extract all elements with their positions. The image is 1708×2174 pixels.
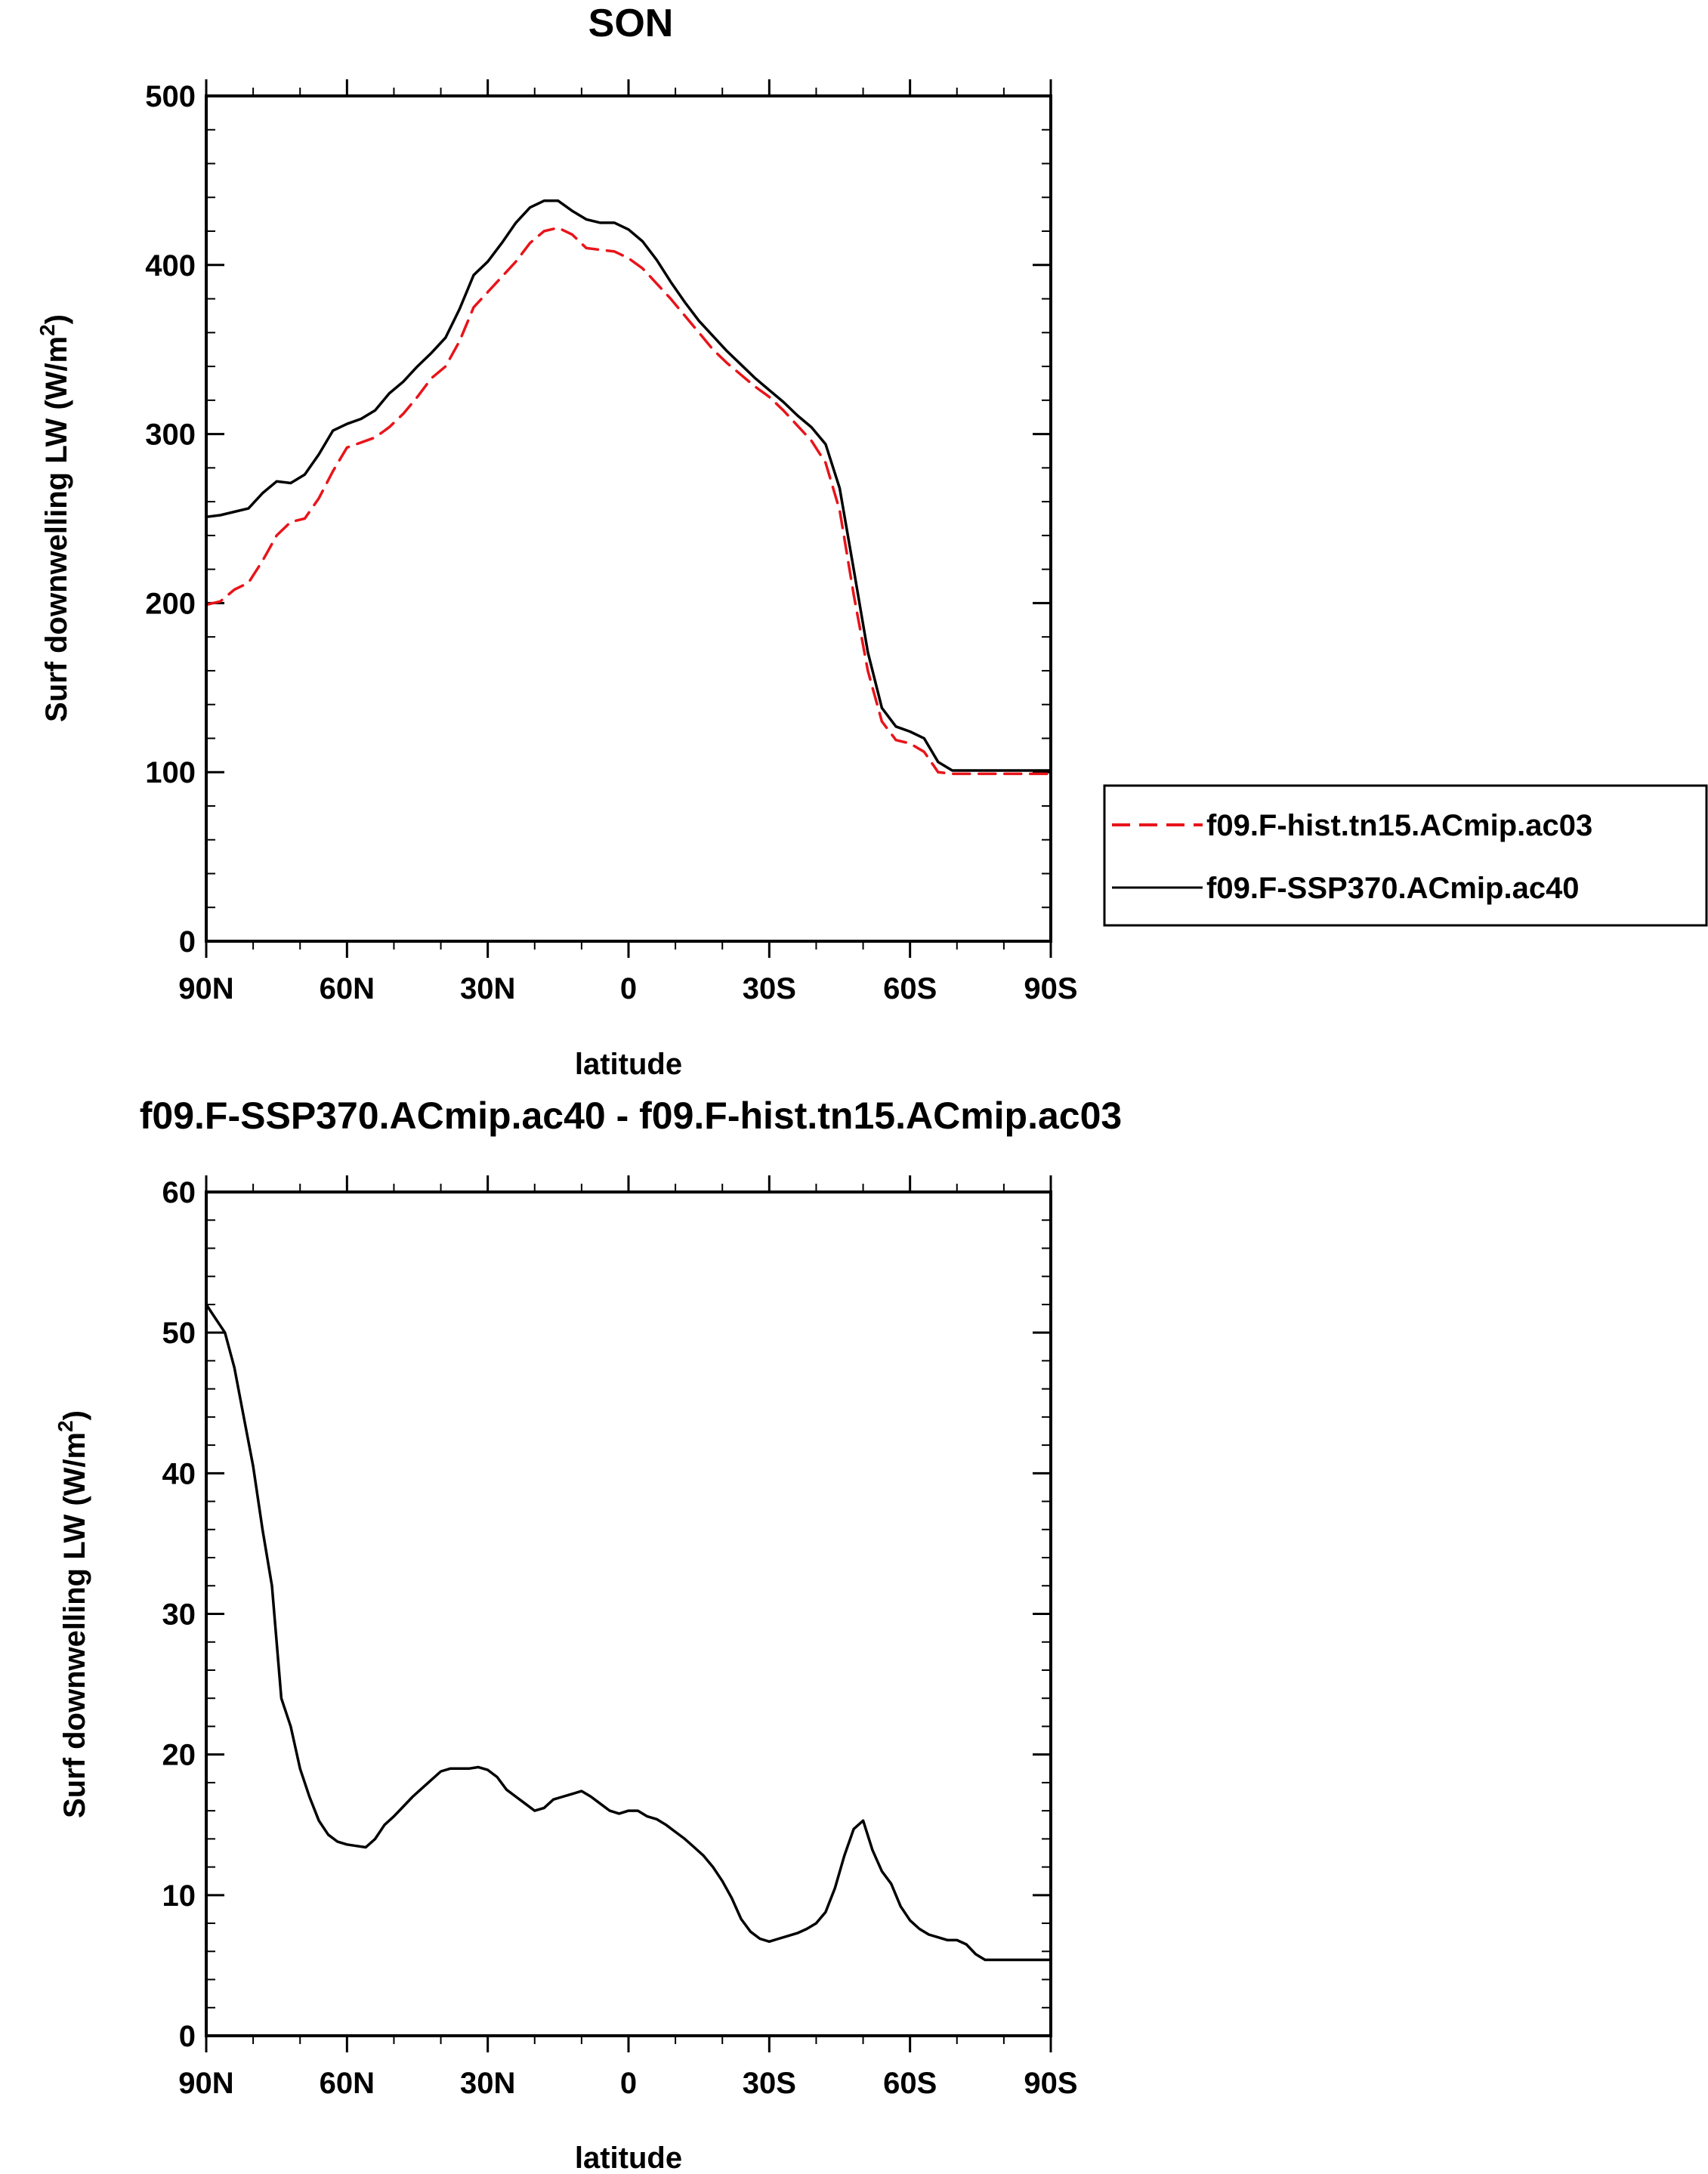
x-axis-label-bottom: latitude — [575, 2142, 682, 2174]
series-group-top — [205, 199, 1052, 776]
series-group-bottom — [205, 1303, 1052, 1962]
y-axis-label-top: Surf downwelling LW (W/m2) — [36, 314, 73, 722]
y-tick-label: 0 — [179, 925, 196, 959]
y-tick-label: 60 — [162, 1176, 196, 1209]
y-tick-label: 200 — [145, 587, 196, 620]
x-axis-label-top: latitude — [575, 1048, 682, 1081]
series-line-hist — [205, 226, 1052, 776]
legend-label-ssp370: f09.F-SSP370.ACmip.ac40 — [1206, 872, 1580, 905]
y-tick-label: 50 — [162, 1317, 196, 1350]
x-tick-labels-top: 90N 60N 30N 0 30S 60S 90S — [178, 972, 1077, 1005]
x-tick-label: 90S — [1024, 2067, 1077, 2100]
y-tick-label: 400 — [145, 249, 196, 283]
plot-frame-bottom — [205, 1190, 1052, 2037]
chart-title-top: SON — [588, 2, 674, 45]
x-tick-label: 30S — [743, 972, 796, 1005]
legend: f09.F-hist.tn15.ACmip.ac03 f09.F-SSP370.… — [1103, 784, 1708, 927]
y-tick-labels-bottom: 0 10 20 30 40 50 60 — [162, 1176, 196, 2053]
x-tick-label: 60N — [320, 2067, 375, 2100]
x-tick-label: 30S — [743, 2067, 796, 2100]
panel-top: SON 0 100 200 300 400 500 90N 60N 30N 0 30S 60S 90S… — [36, 2, 1708, 1081]
y-tick-label: 300 — [145, 418, 196, 452]
y-tick-label: 20 — [162, 1739, 196, 1772]
x-tick-label: 30N — [460, 2067, 515, 2100]
y-tick-label: 100 — [145, 756, 196, 789]
y-tick-label: 30 — [162, 1598, 196, 1632]
series-line-difference — [205, 1303, 1052, 1962]
y-tick-label: 0 — [179, 2020, 196, 2053]
x-tick-label: 0 — [620, 972, 637, 1005]
x-tick-label: 90N — [178, 2067, 233, 2100]
x-tick-label: 60N — [320, 972, 375, 1005]
chart-title-bottom: f09.F-SSP370.ACmip.ac40 - f09.F-hist.tn1… — [140, 1095, 1122, 1137]
x-tick-label: 30N — [460, 972, 515, 1005]
y-tick-label: 10 — [162, 1879, 196, 1913]
y-tick-labels-top: 0 100 200 300 400 500 — [145, 80, 196, 959]
legend-label-hist: f09.F-hist.tn15.ACmip.ac03 — [1206, 809, 1592, 842]
series-line-ssp370 — [205, 199, 1052, 772]
panel-bottom: f09.F-SSP370.ACmip.ac40 - f09.F-hist.tn1… — [54, 1095, 1122, 2174]
x-tick-label: 60S — [883, 2067, 937, 2100]
x-tick-label: 0 — [620, 2067, 637, 2100]
y-tick-label: 500 — [145, 80, 196, 113]
x-tick-label: 60S — [883, 972, 937, 1005]
legend-box — [1103, 784, 1708, 927]
x-tick-labels-bottom: 90N 60N 30N 0 30S 60S 90S — [178, 2067, 1077, 2100]
x-tick-label: 90N — [178, 972, 233, 1005]
plot-frame-top — [205, 94, 1052, 943]
x-tick-label: 90S — [1024, 972, 1077, 1005]
y-tick-label: 40 — [162, 1457, 196, 1490]
y-axis-label-bottom: Surf downwelling LW (W/m2) — [54, 1410, 91, 1818]
